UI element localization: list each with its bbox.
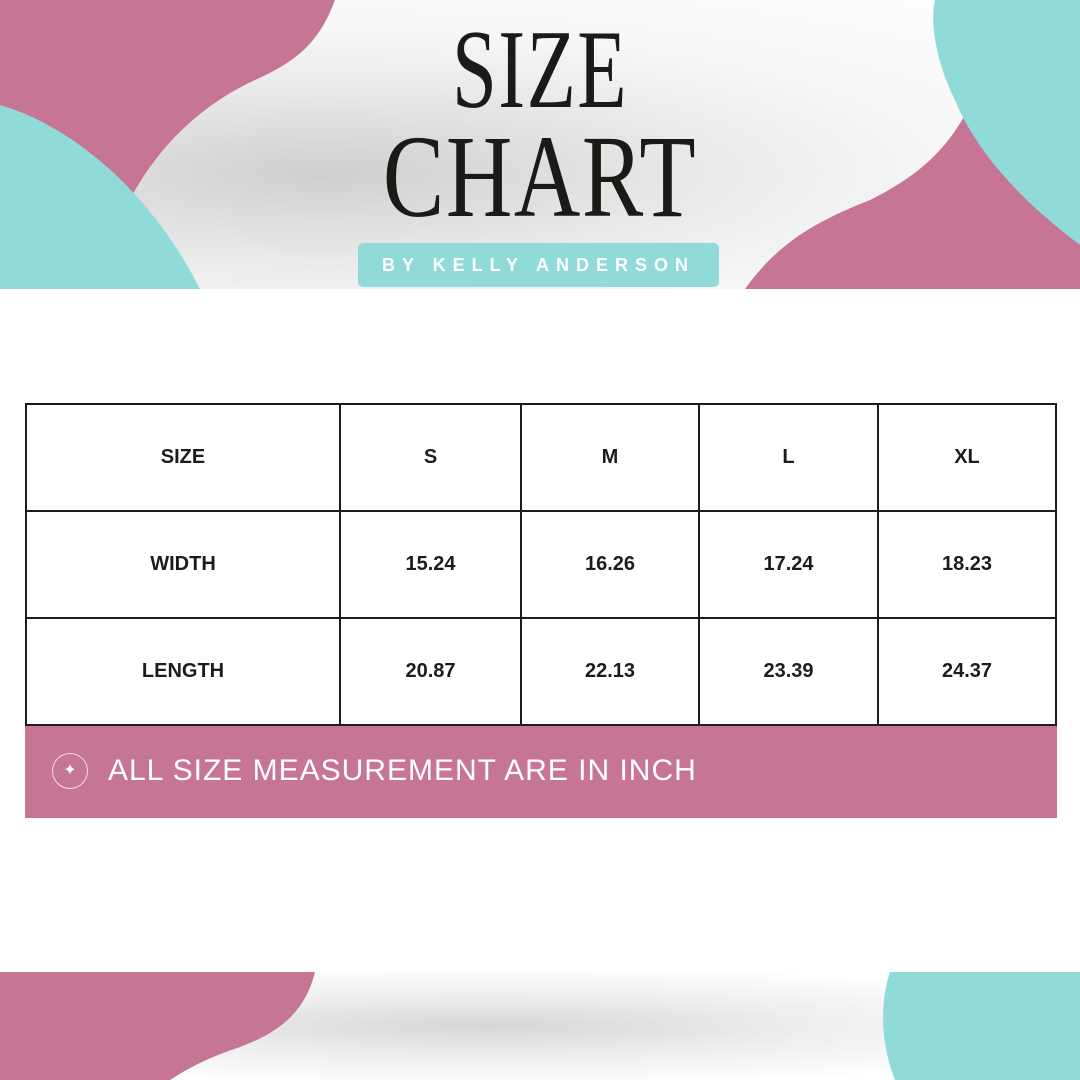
teal-blob-bottom-right [883, 972, 1080, 1080]
table-cell: 20.87 [339, 617, 522, 726]
teal-blob-right [933, 0, 1080, 245]
table-cell: 15.24 [339, 510, 522, 619]
byline-badge: BY KELLY ANDERSON [358, 243, 719, 287]
footer-blobs [0, 972, 1080, 1080]
table-cell: 22.13 [520, 617, 700, 726]
table-cell: 17.24 [698, 510, 879, 619]
footer-decoration [0, 972, 1080, 1080]
title-line-1: SIZE [452, 8, 628, 132]
header-cell: SIZE [25, 403, 341, 512]
header-cell: S [339, 403, 522, 512]
title-line-2: CHART [382, 111, 698, 242]
pink-blob-bottom-left [0, 972, 315, 1080]
table-header-row: SIZE S M L XL [25, 403, 1057, 512]
measurement-note-banner: ✦ ALL SIZE MEASUREMENT ARE IN INCH [25, 726, 1057, 818]
table-cell: 18.23 [877, 510, 1057, 619]
size-table: SIZE S M L XL WIDTH 15.24 16.26 17.24 18… [25, 403, 1057, 726]
header-cell: M [520, 403, 700, 512]
row-label: LENGTH [25, 617, 341, 726]
table-cell: 16.26 [520, 510, 700, 619]
header-cell: XL [877, 403, 1057, 512]
table-row: WIDTH 15.24 16.26 17.24 18.23 [25, 510, 1057, 619]
table-cell: 23.39 [698, 617, 879, 726]
header-banner: SIZE CHART BY KELLY ANDERSON [0, 0, 1080, 289]
measurement-note: ALL SIZE MEASUREMENT ARE IN INCH [108, 754, 697, 787]
table-row: LENGTH 20.87 22.13 23.39 24.37 [25, 617, 1057, 726]
header-cell: L [698, 403, 879, 512]
table-cell: 24.37 [877, 617, 1057, 726]
decorative-blobs [0, 0, 1080, 289]
sparkle-icon: ✦ [52, 753, 88, 789]
row-label: WIDTH [25, 510, 341, 619]
teal-blob-left [0, 105, 200, 289]
